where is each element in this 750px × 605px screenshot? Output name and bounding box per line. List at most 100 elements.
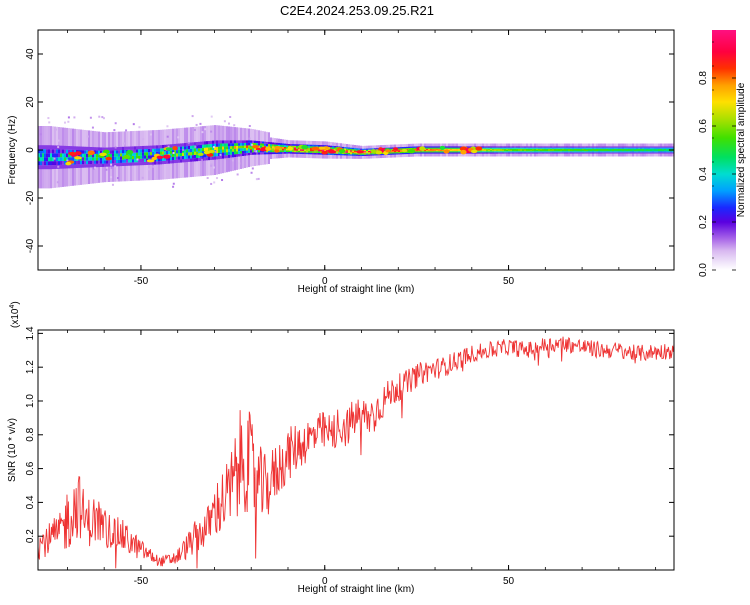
- spectrogram-cell: [172, 160, 174, 164]
- spectrogram-cell: [366, 152, 368, 154]
- spectrogram-cell: [56, 157, 58, 162]
- spectrogram-cell: [106, 153, 108, 158]
- spectrogram-cell: [540, 147, 542, 149]
- spectrogram-cell: [226, 146, 228, 150]
- spectrogram-cell: [668, 146, 670, 148]
- spectrogram-cell: [560, 148, 562, 150]
- spectrogram-cell: [152, 151, 154, 156]
- spectrogram-speckle: [125, 129, 128, 132]
- spectrogram-cell: [374, 153, 376, 155]
- spectrogram-cell: [368, 154, 370, 156]
- spectrogram-cell: [258, 152, 260, 155]
- spectrogram-speckle: [105, 168, 108, 171]
- spectrogram-cell: [312, 151, 314, 153]
- spectrogram-cell: [414, 152, 416, 154]
- spectrogram-cell: [434, 151, 436, 153]
- spectrogram-cell: [552, 152, 554, 154]
- spectrogram-cell: [426, 148, 428, 150]
- spectrogram-cell: [68, 146, 70, 150]
- spectrogram-cell: [516, 152, 518, 154]
- spectrogram-cell: [322, 149, 324, 152]
- spectrogram-cell: [370, 148, 372, 150]
- spectrogram-cell: [258, 150, 260, 153]
- spectrogram-cell: [526, 148, 528, 150]
- spectrogram-cell: [494, 150, 496, 152]
- spectrogram-cell: [370, 154, 372, 156]
- spectrogram-cell: [584, 152, 586, 154]
- spectrogram-cell: [536, 152, 538, 154]
- spectrogram-cell: [354, 153, 356, 155]
- spectrogram-cell: [52, 161, 54, 166]
- spectrogram-cell: [112, 156, 114, 161]
- spectrogram-cell: [410, 147, 412, 150]
- spectrogram-cell: [362, 154, 364, 156]
- snr-multiplier-close: ): [10, 301, 21, 304]
- spectrogram-cell: [500, 147, 502, 149]
- spectrogram-cell: [144, 158, 146, 162]
- spectrogram-cell: [532, 151, 534, 153]
- spectrogram-cell: [614, 151, 616, 153]
- spectrogram-cell: [334, 153, 336, 156]
- spectrogram-cell: [346, 150, 348, 152]
- spectrogram-cell: [490, 147, 492, 149]
- spectrogram-cell: [172, 144, 174, 148]
- spectrogram-cell: [262, 143, 264, 146]
- spectrogram-cell: [506, 151, 508, 153]
- spectrogram-blob: [74, 156, 82, 160]
- spectrogram-cell: [414, 151, 416, 153]
- spectrogram-cell: [280, 148, 282, 151]
- spectrogram-cell: [506, 148, 508, 150]
- spectrogram-cell: [128, 162, 130, 166]
- spectrogram-cell: [654, 151, 656, 153]
- spectrogram-cell: [200, 148, 202, 152]
- spectrogram-cell: [564, 148, 566, 150]
- spectrogram-cell: [240, 143, 242, 146]
- spectrogram-cell: [382, 152, 384, 154]
- spectrogram-cell: [450, 146, 452, 148]
- spectrogram-cell: [556, 150, 558, 152]
- spectrogram-cell: [286, 145, 288, 148]
- spectrogram-cell: [196, 148, 198, 152]
- spectrogram-cell: [212, 156, 214, 160]
- spectrogram-cell: [224, 149, 226, 153]
- spectrogram-cell: [400, 147, 402, 149]
- spectrogram-cell: [326, 145, 328, 147]
- spectrogram-cell: [164, 151, 166, 155]
- spectrogram-cell: [522, 152, 524, 154]
- spectrogram-cell: [176, 143, 178, 147]
- spectrogram-cell: [380, 153, 382, 156]
- spectrogram-cell: [620, 148, 622, 150]
- spectrogram-cell: [648, 152, 650, 154]
- spectrogram-cell: [368, 148, 370, 150]
- spectrogram-cell: [236, 145, 238, 149]
- spectrogram-cell: [614, 152, 616, 154]
- spectrogram-cell: [124, 159, 126, 163]
- spectrogram-cell: [422, 151, 424, 153]
- spectrogram-cell: [626, 150, 628, 152]
- spectrogram-cell: [114, 156, 116, 160]
- spectrogram-cell: [56, 161, 58, 165]
- spectrogram-cell: [432, 148, 434, 150]
- spectrogram-blob: [321, 150, 328, 155]
- spectrogram-cell: [54, 165, 56, 169]
- spectrogram-cell: [598, 147, 600, 149]
- spectrogram-speckle: [67, 116, 70, 119]
- spectrogram-speckle: [195, 123, 198, 126]
- spectrogram-cell: [650, 146, 652, 148]
- spectrogram-cell: [646, 151, 648, 153]
- spectrogram-cell: [258, 141, 260, 144]
- spectrogram-cell: [38, 165, 40, 170]
- spectrogram-cell: [332, 147, 334, 149]
- spectrogram-cell: [104, 160, 106, 164]
- spectrogram-cell: [482, 152, 484, 154]
- spectrogram-cell: [364, 154, 366, 156]
- spectrogram-cell: [288, 150, 290, 153]
- spectrogram-cell: [494, 152, 496, 154]
- spectrogram-cell: [538, 151, 540, 153]
- spectrogram-cell: [218, 149, 220, 153]
- spectrogram-cell: [350, 147, 352, 149]
- spectrogram-cell: [152, 155, 154, 159]
- spectrogram-cell: [214, 140, 216, 144]
- spectrogram-cell: [528, 148, 530, 150]
- spectrogram-cell: [570, 152, 572, 154]
